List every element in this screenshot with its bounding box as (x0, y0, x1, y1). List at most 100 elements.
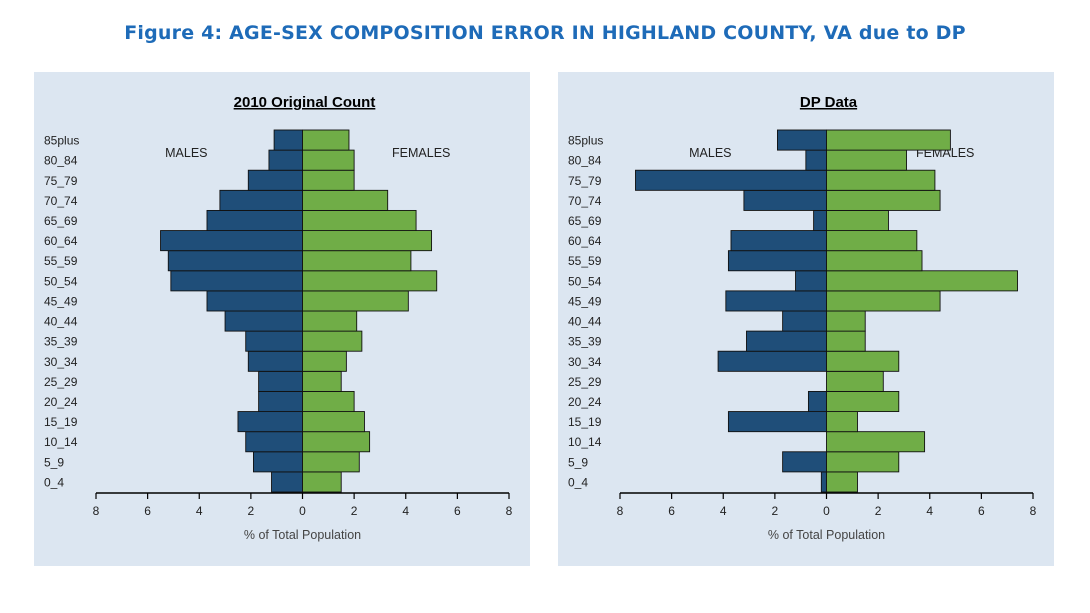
x-tick-label: 8 (1030, 504, 1037, 518)
bar-females-20_24 (826, 390, 900, 413)
x-tick-label: 6 (668, 504, 675, 518)
bar-females-70_74 (826, 189, 941, 211)
bar-males-40_44 (224, 310, 303, 332)
category-label: 45_49 (568, 294, 602, 308)
category-label: 0_4 (44, 475, 64, 489)
category-label: 15_19 (568, 415, 602, 429)
x-tick-label: 4 (402, 504, 409, 518)
category-label: 0_4 (568, 475, 588, 489)
category-label: 40_44 (568, 315, 602, 329)
bar-males-5_9 (782, 451, 827, 473)
x-axis-label: % of Total Population (244, 528, 361, 542)
bar-females-55_59 (302, 250, 412, 272)
bar-males-40_44 (782, 310, 827, 332)
bar-males-85plus (273, 129, 303, 151)
category-label: 25_29 (568, 375, 602, 389)
pyramid-chart-original: 2010 Original Count MALES FEMALES 0_4 5_9 10_… (44, 94, 513, 542)
x-tick-label: 8 (506, 504, 513, 518)
bar-males-50_54 (795, 270, 827, 292)
bar-females-15_19 (302, 411, 365, 433)
category-label: 75_79 (44, 174, 78, 188)
category-label: 20_24 (44, 395, 78, 409)
category-label: 60_64 (44, 234, 78, 248)
category-label: 70_74 (568, 194, 602, 208)
category-label: 10_14 (568, 435, 602, 449)
series-label-males: MALES (165, 146, 207, 160)
category-label: 30_34 (568, 355, 602, 369)
x-tick-label: 6 (144, 504, 151, 518)
category-label: 40_44 (44, 315, 78, 329)
x-tick-label: 4 (720, 504, 727, 518)
category-label: 10_14 (44, 435, 78, 449)
bar-females-20_24 (302, 390, 355, 413)
x-tick-label: 2 (351, 504, 358, 518)
x-tick-label: 2 (875, 504, 882, 518)
category-label: 65_69 (568, 214, 602, 228)
bar-males-15_19 (727, 411, 827, 433)
bar-males-10_14 (245, 431, 303, 453)
bar-females-10_14 (302, 431, 371, 453)
bar-females-40_44 (302, 310, 358, 332)
bar-females-40_44 (826, 310, 866, 332)
category-label: 65_69 (44, 214, 78, 228)
x-tick-label: 6 (454, 504, 461, 518)
bar-females-65_69 (826, 209, 889, 232)
category-label: 85plus (44, 134, 79, 148)
bar-females-55_59 (826, 250, 923, 272)
bar-females-0_4 (826, 471, 858, 493)
bar-males-35_39 (245, 330, 303, 352)
series-label-females: FEMALES (392, 146, 450, 160)
bar-males-75_79 (247, 169, 303, 191)
category-label: 5_9 (44, 455, 64, 469)
bar-females-75_79 (826, 169, 936, 191)
x-axis-label: % of Total Population (768, 528, 885, 542)
bar-females-35_39 (302, 330, 363, 352)
bar-females-80_84 (302, 149, 355, 171)
x-tick-label: 4 (196, 504, 203, 518)
category-label: 60_64 (568, 234, 602, 248)
bar-males-65_69 (813, 209, 827, 232)
bar-females-30_34 (302, 350, 347, 372)
bar-males-45_49 (725, 290, 827, 312)
bar-females-85plus (826, 129, 951, 151)
x-tick-label: 8 (617, 504, 624, 518)
x-tick-label: 0 (823, 504, 830, 518)
bar-males-80_84 (805, 149, 827, 171)
category-label: 50_54 (568, 274, 602, 288)
category-label: 55_59 (568, 254, 602, 268)
bar-males-0_4 (820, 471, 827, 493)
bar-females-50_54 (302, 270, 438, 292)
bar-males-15_19 (237, 411, 303, 433)
bar-females-70_74 (302, 189, 389, 211)
x-tick-label: 6 (978, 504, 985, 518)
x-tick-label: 4 (926, 504, 933, 518)
bar-females-85plus (302, 129, 350, 151)
bar-females-35_39 (826, 330, 866, 352)
bar-males-55_59 (727, 250, 827, 272)
bar-males-70_74 (743, 189, 827, 211)
bar-females-45_49 (302, 290, 409, 312)
figure-title: Figure 4: AGE-SEX COMPOSITION ERROR IN H… (124, 22, 966, 44)
chart-title: 2010 Original Count (234, 94, 376, 111)
bar-males-0_4 (271, 471, 303, 493)
x-tick-label: 0 (299, 504, 306, 518)
bar-males-20_24 (807, 390, 827, 413)
bar-males-5_9 (253, 451, 303, 473)
category-label: 70_74 (44, 194, 78, 208)
bar-males-75_79 (635, 169, 827, 191)
bar-females-45_49 (826, 290, 941, 312)
bar-males-55_59 (167, 250, 303, 272)
bar-females-65_69 (302, 209, 417, 232)
bar-females-25_29 (826, 370, 884, 392)
chart-title: DP Data (800, 94, 858, 111)
category-label: 85plus (568, 134, 603, 148)
bar-females-60_64 (826, 230, 918, 252)
bar-females-0_4 (302, 471, 342, 493)
bar-males-80_84 (268, 149, 303, 171)
bar-males-45_49 (206, 290, 303, 312)
bar-males-25_29 (258, 370, 303, 392)
category-label: 75_79 (568, 174, 602, 188)
category-label: 15_19 (44, 415, 78, 429)
bar-females-5_9 (302, 451, 360, 473)
